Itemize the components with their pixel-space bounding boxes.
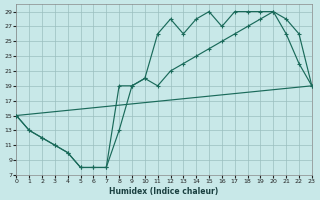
X-axis label: Humidex (Indice chaleur): Humidex (Indice chaleur) (109, 187, 219, 196)
